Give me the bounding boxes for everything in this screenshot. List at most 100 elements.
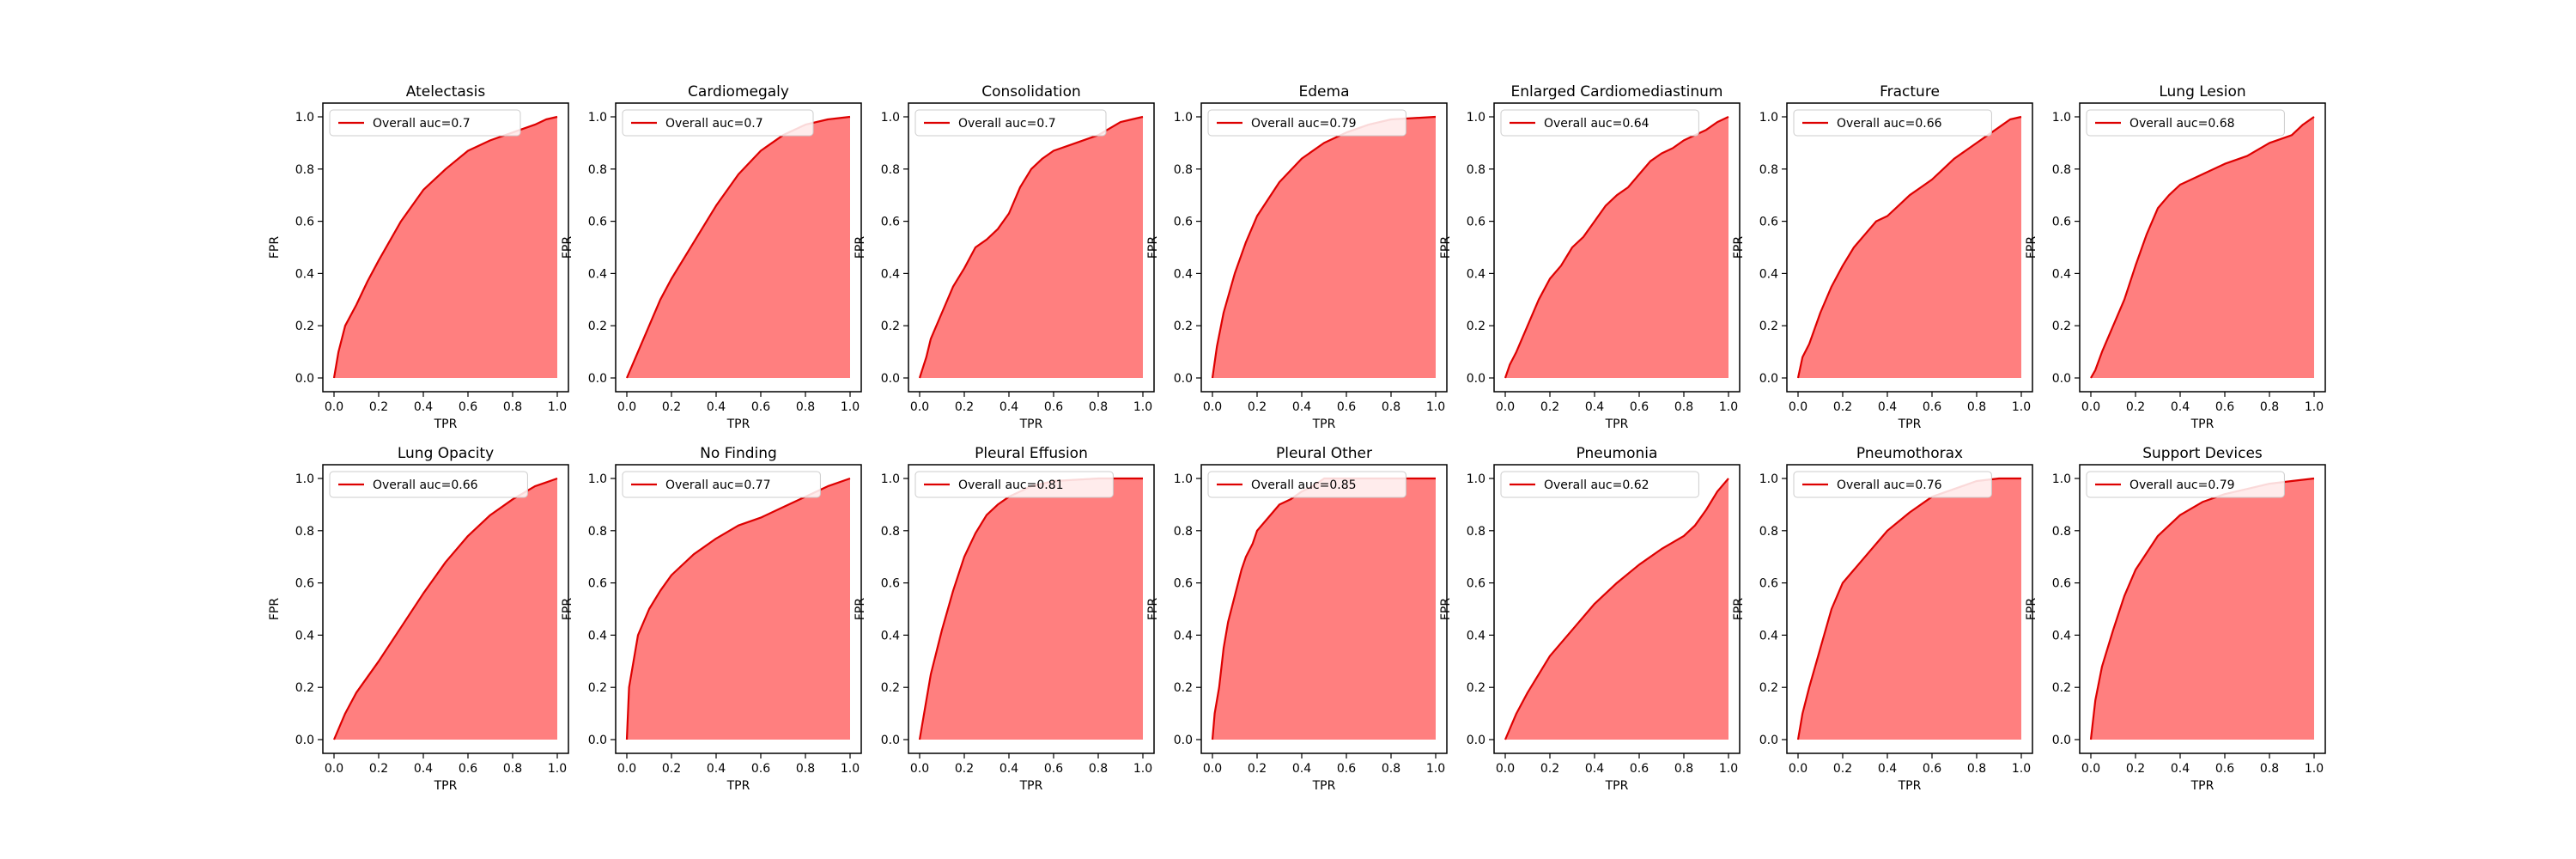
roc-area-fill (1505, 117, 1728, 378)
y-tick-label: 0.4 (295, 629, 314, 643)
y-tick-label: 1.0 (1759, 472, 1778, 486)
y-tick-label: 0.0 (1467, 734, 1485, 747)
y-tick-label: 1.0 (1759, 111, 1778, 125)
roc-subplot: 0.0 0.2 0.4 0.6 0.8 1.0 0.0 0.2 0.4 0.6 0.8 1.0 Supp… (2025, 445, 2326, 793)
roc-subplot: 0.0 0.2 0.4 0.6 0.8 1.0 0.0 0.2 0.4 0.6 0.8 1.0 Lung… (268, 445, 569, 793)
y-tick-label: 0.6 (1759, 216, 1778, 229)
x-tick-label: 1.0 (1133, 400, 1152, 414)
subplot-title: Enlarged Cardiomediastinum (1511, 83, 1723, 101)
legend-box (2086, 471, 2285, 498)
axes-frame (1493, 102, 1741, 393)
y-tick-label: 1.0 (1467, 472, 1485, 486)
x-tick-label: 0.6 (1630, 400, 1649, 414)
y-tick-label: 0.0 (588, 372, 607, 386)
x-axis-label: TPR (726, 779, 750, 793)
legend-label: Overall auc=0.64 (1544, 117, 1649, 131)
y-axis-label: FPR (561, 598, 574, 620)
y-tick-label: 0.0 (881, 372, 900, 386)
y-tick-label: 1.0 (588, 472, 607, 486)
x-tick-label: 0.4 (1585, 400, 1604, 414)
y-tick-label: 0.4 (1759, 629, 1778, 643)
roc-area-fill (334, 117, 557, 378)
x-tick-label: 0.2 (662, 762, 681, 776)
legend-box (1207, 471, 1406, 498)
x-tick-label: 0.4 (1292, 762, 1311, 776)
subplot-title: Edema (1299, 83, 1350, 101)
x-tick-label: 0.2 (1248, 762, 1267, 776)
y-tick-label: 1.0 (1174, 111, 1193, 125)
subplot-title: Pleural Other (1276, 445, 1372, 462)
x-tick-label: 0.4 (1292, 400, 1311, 414)
legend: Overall auc=0.81 (914, 471, 1114, 498)
roc-subplot: 0.0 0.2 0.4 0.6 0.8 1.0 0.0 0.2 0.4 0.6 0.8 1.0 Enla… (1439, 83, 1741, 431)
x-tick-label: 0.6 (751, 400, 770, 414)
subplot-title: Support Devices (2142, 445, 2263, 462)
x-tick-label: 0.8 (1382, 762, 1400, 776)
x-tick-label: 0.4 (707, 400, 726, 414)
roc-area-fill (920, 478, 1143, 740)
x-tick-label: 0.6 (1044, 762, 1063, 776)
roc-area-fill (627, 478, 850, 740)
roc-subplot: 0.0 0.2 0.4 0.6 0.8 1.0 0.0 0.2 0.4 0.6 0.8 1.0 Pneu… (1439, 445, 1741, 793)
y-tick-label: 0.8 (1467, 163, 1485, 177)
y-tick-label: 1.0 (295, 472, 314, 486)
x-tick-label: 0.4 (999, 400, 1018, 414)
roc-area-fill (1798, 478, 2021, 740)
x-tick-label: 0.8 (2260, 762, 2279, 776)
roc-area-fill (1798, 117, 2021, 378)
y-tick-label: 0.8 (1759, 525, 1778, 539)
x-tick-label: 0.6 (2215, 400, 2234, 414)
legend-box (1207, 109, 1406, 137)
y-tick-label: 0.0 (588, 734, 607, 747)
roc-subplot: 0.0 0.2 0.4 0.6 0.8 1.0 0.0 0.2 0.4 0.6 0.8 1.0 Cons… (854, 83, 1155, 431)
x-axis-label: TPR (2190, 779, 2215, 793)
subplot-title: Consolidation (981, 83, 1081, 101)
legend-box (329, 109, 521, 137)
x-tick-label: 0.2 (2126, 762, 2145, 776)
x-tick-label: 0.4 (999, 762, 1018, 776)
y-tick-label: 0.2 (2052, 681, 2071, 695)
x-tick-label: 0.2 (955, 400, 974, 414)
axes-frame (1200, 464, 1448, 754)
y-tick-label: 0.2 (1467, 681, 1485, 695)
y-tick-label: 0.0 (295, 372, 314, 386)
y-tick-label: 0.6 (1467, 216, 1485, 229)
y-tick-label: 1.0 (881, 111, 900, 125)
y-tick-label: 0.2 (588, 320, 607, 333)
y-axis-label: FPR (1439, 598, 1453, 620)
y-tick-label: 0.4 (295, 267, 314, 281)
x-tick-label: 1.0 (1426, 400, 1445, 414)
roc-subplot: 0.0 0.2 0.4 0.6 0.8 1.0 0.0 0.2 0.4 0.6 0.8 1.0 Pleu… (1146, 445, 1448, 793)
y-axis-label: FPR (854, 598, 867, 620)
y-axis-label: FPR (1732, 598, 1746, 620)
subplot-title: No Finding (700, 445, 777, 462)
x-tick-label: 0.2 (1248, 400, 1267, 414)
roc-subplot: 0.0 0.2 0.4 0.6 0.8 1.0 0.0 0.2 0.4 0.6 0.8 1.0 No F… (561, 445, 862, 793)
y-tick-label: 0.4 (1759, 267, 1778, 281)
roc-curve-line (2090, 116, 2315, 379)
legend-box (329, 471, 528, 498)
roc-area-fill (627, 117, 850, 378)
x-tick-label: 1.0 (548, 762, 567, 776)
y-tick-label: 0.2 (1174, 681, 1193, 695)
x-tick-label: 0.2 (1540, 400, 1559, 414)
x-axis-label: TPR (1312, 779, 1336, 793)
legend-label: Overall auc=0.68 (2129, 117, 2235, 131)
y-tick-label: 0.8 (588, 525, 607, 539)
x-tick-label: 0.4 (414, 400, 433, 414)
x-axis-label: TPR (2190, 417, 2215, 431)
x-tick-label: 1.0 (2012, 762, 2031, 776)
x-tick-label: 1.0 (548, 400, 567, 414)
x-tick-label: 0.8 (1089, 762, 1108, 776)
x-tick-label: 0.0 (325, 762, 343, 776)
y-tick-label: 0.8 (881, 525, 900, 539)
x-tick-label: 0.8 (1674, 400, 1693, 414)
y-tick-label: 0.6 (588, 216, 607, 229)
legend-box (2086, 109, 2285, 137)
y-tick-label: 0.4 (588, 629, 607, 643)
x-tick-label: 0.2 (369, 400, 388, 414)
y-tick-label: 0.4 (2052, 267, 2071, 281)
legend: Overall auc=0.62 (1500, 471, 1699, 498)
roc-subplot: 0.0 0.2 0.4 0.6 0.8 1.0 0.0 0.2 0.4 0.6 0.8 1.0 Edem… (1146, 83, 1448, 431)
